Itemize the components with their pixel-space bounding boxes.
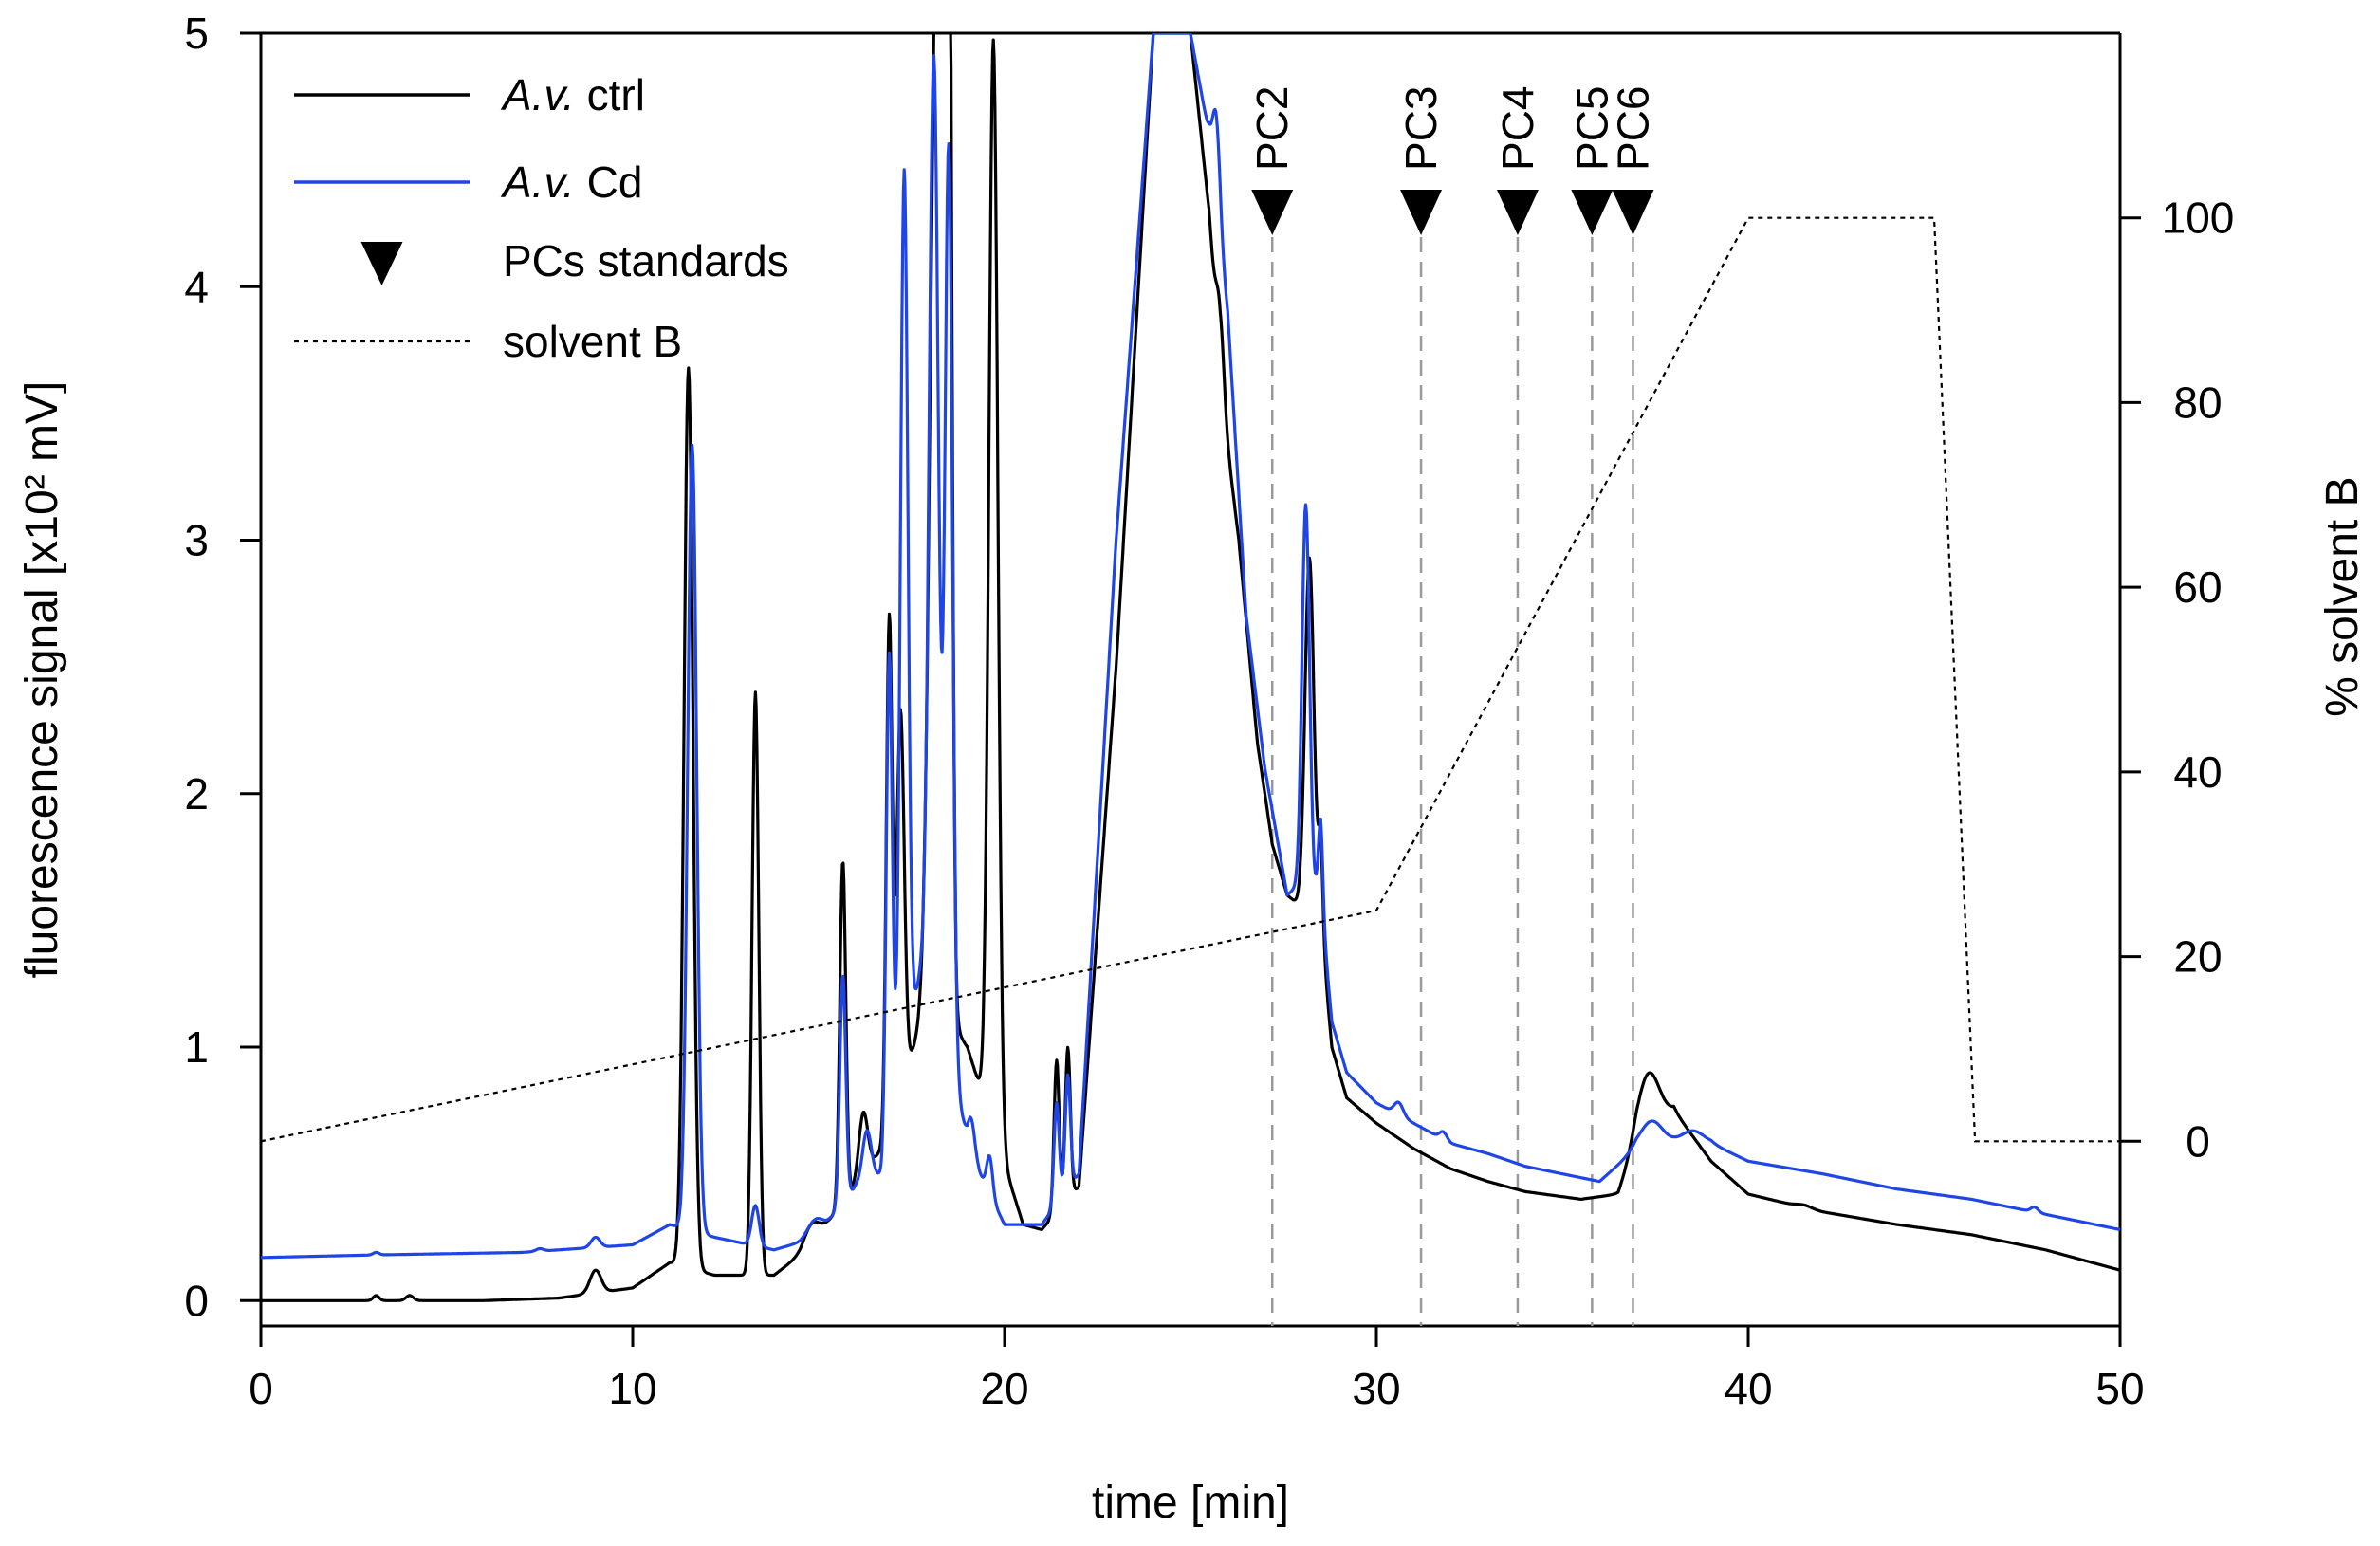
y-tick-label: 3 bbox=[184, 516, 209, 565]
pc-label: PC2 bbox=[1247, 85, 1297, 170]
legend-label: solvent B bbox=[503, 317, 682, 366]
ctrl-series-line bbox=[261, 33, 2120, 1302]
plot-frame bbox=[259, 31, 2122, 1328]
pc-triangle-marker bbox=[1571, 189, 1614, 235]
y-axis-label: fluorescence signal [x10² mV] bbox=[17, 381, 67, 979]
y2-tick-label: 40 bbox=[2173, 747, 2222, 797]
pc-triangle-marker bbox=[1612, 189, 1654, 235]
y2-tick-label: 20 bbox=[2173, 932, 2222, 982]
y2-tick-label: 100 bbox=[2162, 193, 2235, 243]
pc-triangle-marker bbox=[1400, 189, 1443, 235]
solvent-b-line bbox=[261, 216, 2120, 1143]
pc-triangle-marker bbox=[1496, 189, 1539, 235]
x-tick-label: 40 bbox=[1724, 1364, 1772, 1413]
legend-label: A.v. Cd bbox=[500, 157, 642, 207]
y-tick-label: 4 bbox=[184, 262, 209, 311]
y-tick-label: 0 bbox=[184, 1276, 209, 1325]
legend-label: PCs standards bbox=[503, 236, 789, 285]
y-tick-label: 5 bbox=[184, 9, 209, 58]
x-tick-label: 10 bbox=[608, 1364, 656, 1413]
y2-axis-label: % solvent B bbox=[2317, 476, 2368, 716]
legend-item: solvent B bbox=[294, 317, 682, 366]
legend-label-text: ctrl bbox=[575, 70, 645, 120]
legend-label-text: PCs standards bbox=[503, 236, 789, 285]
x-tick-label: 50 bbox=[2095, 1364, 2144, 1413]
x-axis-label: time [min] bbox=[1092, 1478, 1289, 1528]
y2-tick-label: 60 bbox=[2173, 562, 2222, 612]
legend-label: A.v. ctrl bbox=[500, 70, 645, 120]
legend-item: A.v. ctrl bbox=[294, 70, 645, 120]
legend-item: A.v. Cd bbox=[294, 157, 642, 207]
x-tick-label: 0 bbox=[249, 1364, 273, 1413]
series-lines bbox=[261, 33, 2120, 1302]
y2-tick-label: 80 bbox=[2173, 377, 2222, 427]
y2-tick-label: 0 bbox=[2186, 1116, 2210, 1166]
legend-label-italic: A.v. bbox=[500, 70, 575, 120]
axis-labels: time [min] fluorescence signal [x10² mV]… bbox=[17, 381, 2368, 1528]
cd-series-line bbox=[261, 33, 2120, 1260]
legend-label-italic: A.v. bbox=[500, 157, 575, 207]
pc-triangle-marker bbox=[1251, 189, 1294, 235]
legend-label-text: Cd bbox=[575, 157, 643, 207]
y-tick-label: 2 bbox=[184, 769, 209, 819]
y-tick-label: 1 bbox=[184, 1022, 209, 1072]
legend-item: PCs standards bbox=[360, 236, 789, 285]
legend-triangle-symbol bbox=[360, 242, 403, 285]
x-tick-label: 30 bbox=[1352, 1364, 1400, 1413]
legend-label-text: solvent B bbox=[503, 317, 682, 366]
pc-label: PC6 bbox=[1608, 85, 1657, 170]
pc-label: PC5 bbox=[1567, 85, 1616, 170]
pc-label: PC3 bbox=[1396, 85, 1446, 170]
pc-label: PC4 bbox=[1493, 85, 1542, 170]
x-tick-label: 20 bbox=[980, 1364, 1028, 1413]
